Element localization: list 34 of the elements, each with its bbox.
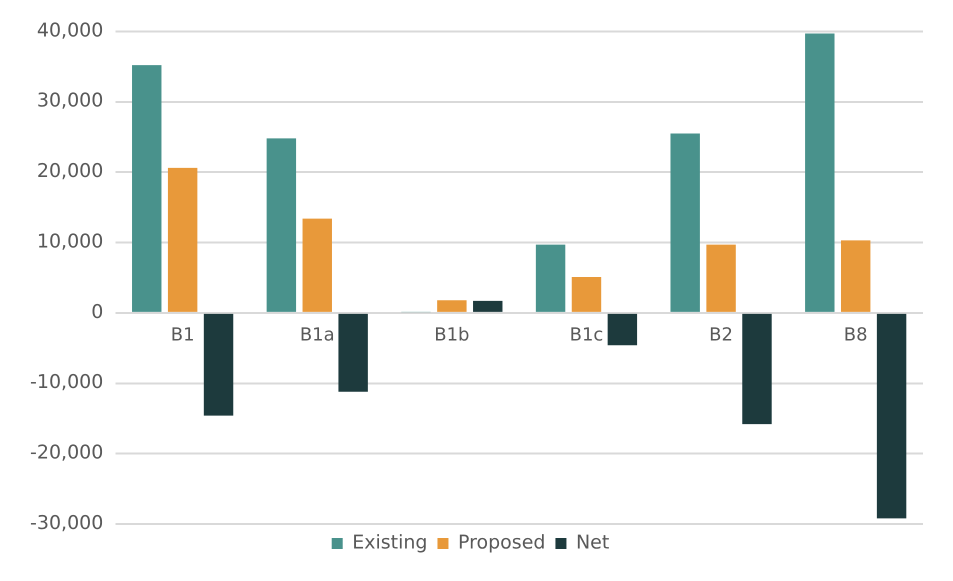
- bar: [706, 244, 736, 312]
- y-tick-label: 20,000: [36, 160, 104, 182]
- x-tick-label: B1a: [300, 324, 335, 346]
- y-tick-label: 0: [91, 300, 104, 323]
- bar: [473, 300, 502, 312]
- legend-label: Existing: [352, 531, 428, 554]
- x-tick-label: B2: [709, 324, 733, 346]
- bar: [876, 314, 906, 518]
- y-tick-label: 10,000: [36, 230, 104, 252]
- x-tick-label: B1: [170, 324, 195, 346]
- y-tick-label: 40,000: [36, 19, 104, 42]
- bar: [437, 300, 467, 312]
- bar: [266, 138, 296, 312]
- y-tick-label: 30,000: [36, 90, 104, 112]
- legend-label: Net: [576, 531, 610, 554]
- bar: [742, 314, 772, 424]
- x-tick-label: B1b: [434, 324, 470, 346]
- bar: [302, 218, 332, 312]
- bar: [608, 314, 638, 346]
- x-tick-label: B8: [844, 324, 868, 346]
- y-tick-label: -10,000: [30, 371, 104, 394]
- bar: [338, 314, 368, 392]
- bar: [204, 314, 234, 416]
- bar: [840, 240, 870, 312]
- bar: [168, 168, 198, 312]
- bar: [132, 65, 162, 312]
- y-tick-label: -30,000: [30, 512, 104, 534]
- x-tick-label: B1c: [570, 324, 604, 346]
- bar: [805, 34, 835, 312]
- bar: [670, 133, 700, 312]
- legend-label: Proposed: [458, 531, 546, 554]
- bar: [572, 276, 602, 312]
- bar: [536, 244, 566, 312]
- y-tick-label: -20,000: [30, 442, 104, 464]
